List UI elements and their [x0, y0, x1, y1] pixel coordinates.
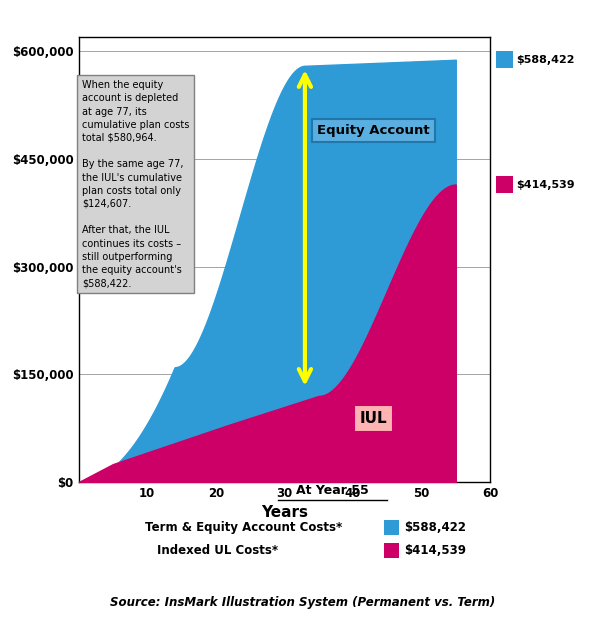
Text: Equity Account: Equity Account — [317, 124, 430, 137]
X-axis label: Years: Years — [261, 506, 308, 520]
Text: Source: InsMark Illustration System (Permanent vs. Term): Source: InsMark Illustration System (Per… — [110, 596, 495, 609]
Text: $588,422: $588,422 — [516, 55, 575, 65]
Text: $414,539: $414,539 — [404, 543, 466, 557]
Text: $588,422: $588,422 — [404, 520, 466, 534]
Text: Indexed UL Costs*: Indexed UL Costs* — [157, 543, 278, 557]
Text: When the equity
account is depleted
at age 77, its
cumulative plan costs
total $: When the equity account is depleted at a… — [82, 80, 189, 288]
Text: IUL: IUL — [360, 412, 387, 426]
Text: At Year 55: At Year 55 — [296, 485, 369, 497]
Text: $414,539: $414,539 — [516, 180, 575, 190]
Text: Term & Equity Account Costs*: Term & Equity Account Costs* — [145, 520, 342, 534]
